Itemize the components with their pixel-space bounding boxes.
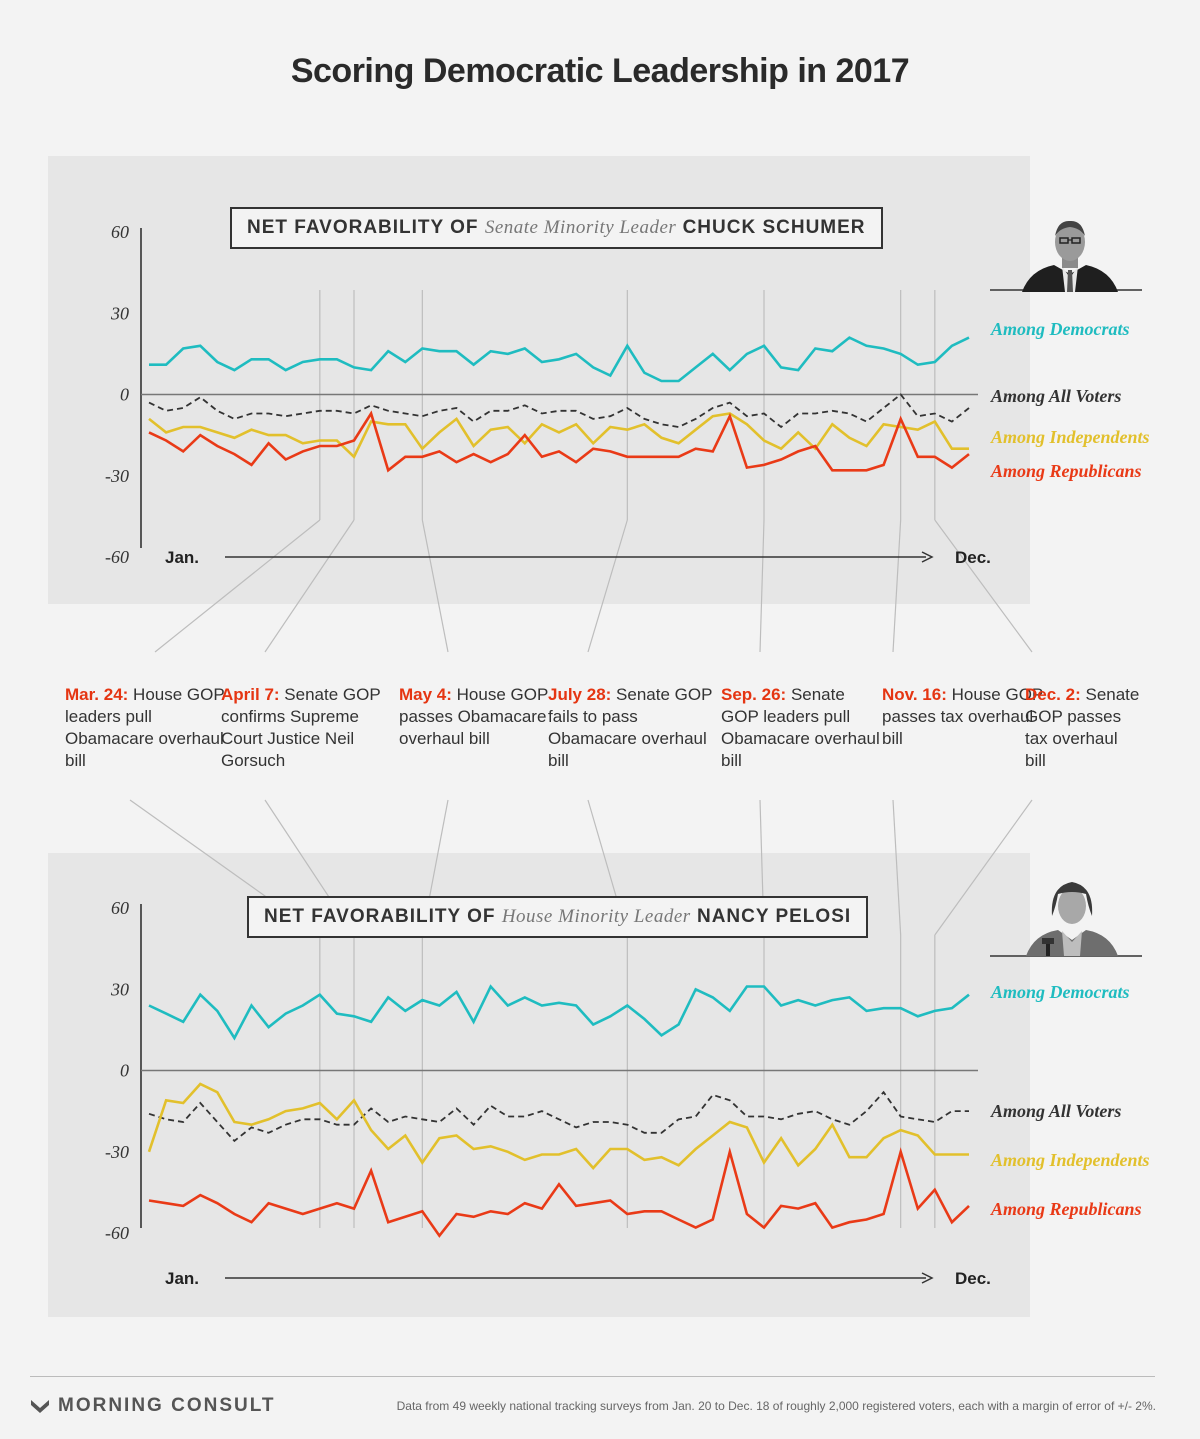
series-line-independents bbox=[147, 1082, 969, 1170]
source-note: Data from 49 weekly national tracking su… bbox=[396, 1399, 1156, 1413]
series-line-republicans bbox=[148, 1146, 970, 1238]
series-label-democrats: Among Democrats bbox=[990, 982, 1130, 1002]
y-tick-label: 60 bbox=[111, 898, 129, 918]
x-axis-arrowhead bbox=[921, 1272, 934, 1284]
event-text: Senate GOP leaders pull Obamacare overha… bbox=[721, 685, 880, 770]
event-text: House GOP passes tax overhaul bill bbox=[882, 685, 1043, 748]
event-label-dec-2: Dec. 2: Senate GOP passes tax overhaul b… bbox=[1025, 684, 1140, 772]
footer-divider bbox=[30, 1376, 1155, 1377]
y-tick-label: 0 bbox=[120, 385, 129, 405]
event-label-april-7: April 7: Senate GOP confirms Supreme Cou… bbox=[221, 684, 386, 772]
event-connector-line bbox=[759, 519, 765, 653]
chart-title-role: Senate Minority Leader bbox=[484, 217, 677, 238]
chart-title-name: NANCY PELOSI bbox=[696, 906, 852, 927]
brand: MORNING CONSULT bbox=[30, 1395, 276, 1417]
series-label-republicans: Among Republicans bbox=[990, 461, 1142, 481]
series-line-democrats bbox=[149, 336, 970, 383]
series-label-independents: Among Independents bbox=[990, 1150, 1150, 1170]
event-label-nov-16: Nov. 16: House GOP passes tax overhaul b… bbox=[882, 684, 1047, 750]
schumer-portrait bbox=[1022, 220, 1118, 292]
series-label-republicans: Among Republicans bbox=[990, 1199, 1142, 1219]
event-text: Senate GOP fails to pass Obamacare overh… bbox=[548, 685, 713, 770]
brand-name: MORNING CONSULT bbox=[58, 1395, 276, 1416]
event-date: Nov. 16: bbox=[882, 685, 947, 704]
pelosi-chart-title: NET FAVORABILITY OF House Minority Leade… bbox=[247, 896, 869, 938]
y-tick-label: -60 bbox=[105, 547, 129, 567]
y-tick-label: -30 bbox=[105, 1142, 129, 1162]
x-axis-arrowhead bbox=[921, 551, 934, 563]
chart-title-name: CHUCK SCHUMER bbox=[682, 217, 866, 238]
event-text: House GOP passes Obamacare overhaul bill bbox=[399, 685, 548, 748]
series-line-all-voters bbox=[148, 1090, 969, 1143]
pelosi-portrait bbox=[1026, 882, 1118, 956]
y-tick-label: 0 bbox=[120, 1061, 129, 1081]
y-tick-label: 30 bbox=[110, 979, 129, 999]
y-tick-label: -30 bbox=[105, 466, 129, 486]
series-line-democrats bbox=[148, 984, 970, 1041]
chart-title-lead: NET FAVORABILITY OF bbox=[247, 217, 479, 238]
series-label-independents: Among Independents bbox=[990, 427, 1150, 447]
event-date: Sep. 26: bbox=[721, 685, 787, 704]
series-line-republicans bbox=[148, 410, 970, 473]
event-connector-line bbox=[934, 799, 1033, 936]
series-label-all-voters: Among All Voters bbox=[990, 1101, 1121, 1121]
y-tick-label: 30 bbox=[110, 303, 129, 323]
series-line-independents bbox=[148, 412, 969, 459]
event-connector-line bbox=[587, 519, 628, 653]
event-label-july-28: July 28: Senate GOP fails to pass Obamac… bbox=[548, 684, 713, 772]
event-text: House GOP leaders pull Obamacare overhau… bbox=[65, 685, 225, 770]
event-label-sep-26: Sep. 26: Senate GOP leaders pull Obamaca… bbox=[721, 684, 886, 772]
series-label-all-voters: Among All Voters bbox=[990, 386, 1121, 406]
series-line-all-voters bbox=[148, 393, 970, 429]
y-tick-label: 60 bbox=[111, 222, 129, 242]
event-text: Senate GOP confirms Supreme Court Justic… bbox=[221, 685, 381, 770]
event-date: May 4: bbox=[399, 685, 452, 704]
event-label-may-4: May 4: House GOP passes Obamacare overha… bbox=[399, 684, 564, 750]
event-connector-line bbox=[154, 519, 321, 653]
event-text: Senate GOP passes tax overhaul bill bbox=[1025, 685, 1140, 770]
event-date: April 7: bbox=[221, 685, 280, 704]
event-date: July 28: bbox=[548, 685, 612, 704]
chart-title-lead: NET FAVORABILITY OF bbox=[264, 906, 496, 927]
x-axis-start-label: Jan. bbox=[165, 1269, 199, 1288]
chart-title-role: House Minority Leader bbox=[501, 906, 691, 927]
morning-consult-logo-icon bbox=[31, 1400, 49, 1413]
x-axis-start-label: Jan. bbox=[165, 548, 199, 567]
event-connector-line bbox=[264, 519, 355, 653]
series-label-democrats: Among Democrats bbox=[990, 319, 1130, 339]
event-connector-line bbox=[892, 519, 902, 653]
event-label-mar-24: Mar. 24: House GOP leaders pull Obamacar… bbox=[65, 684, 230, 772]
y-tick-label: -60 bbox=[105, 1223, 129, 1243]
event-connector-line bbox=[892, 799, 902, 936]
event-date: Dec. 2: bbox=[1025, 685, 1081, 704]
schumer-chart-title: NET FAVORABILITY OF Senate Minority Lead… bbox=[230, 207, 883, 249]
event-date: Mar. 24: bbox=[65, 685, 129, 704]
event-connector-line bbox=[934, 519, 1033, 653]
page-title: Scoring Democratic Leadership in 2017 bbox=[290, 52, 910, 90]
x-axis-end-label: Dec. bbox=[955, 548, 991, 567]
x-axis-end-label: Dec. bbox=[955, 1269, 991, 1288]
event-connector-line bbox=[421, 519, 449, 653]
